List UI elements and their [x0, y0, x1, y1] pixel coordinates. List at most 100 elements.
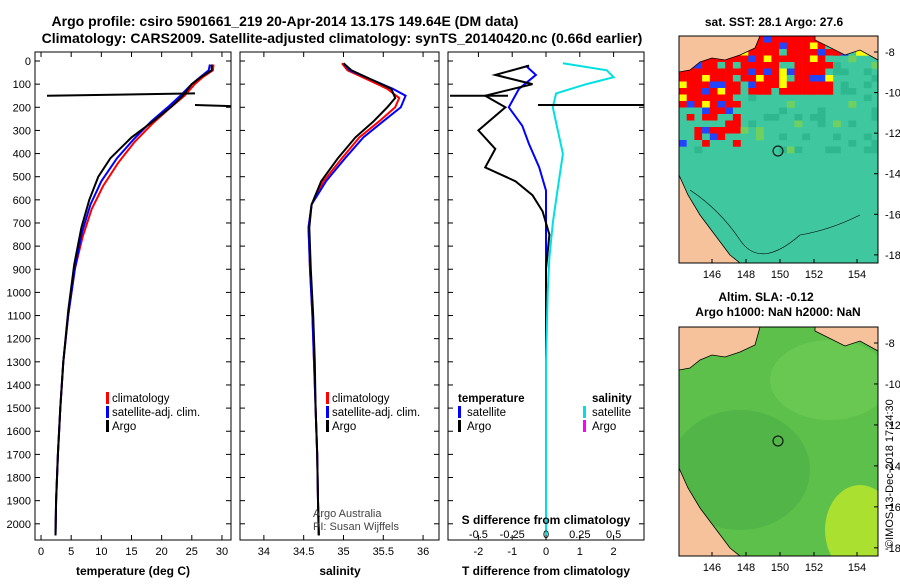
imos-stamp: ©IMOS 13-Dec-2018 17:24:30 — [884, 399, 896, 548]
sst-cell — [694, 81, 703, 89]
sst-cell — [717, 127, 726, 134]
legend-argo: Argo — [332, 421, 356, 433]
temperature-ticks: 0 5 10 15 20 25 30 — [38, 52, 228, 558]
sst-cell — [694, 107, 703, 115]
sst-cell — [694, 101, 703, 108]
sst-cell — [779, 81, 787, 89]
sst-cell — [786, 42, 795, 50]
sst-cell — [732, 68, 741, 76]
sst-cell — [756, 42, 764, 50]
salinity-xlabel: salinity — [319, 564, 361, 578]
sst-cell — [694, 146, 703, 154]
sst-cell — [786, 49, 795, 56]
sst-map-frame — [678, 35, 879, 264]
sst-cell — [786, 75, 795, 82]
sst-cell — [848, 55, 857, 63]
sst-cell — [763, 62, 772, 69]
sst-cell — [709, 120, 718, 128]
sst-cell — [709, 75, 718, 82]
x2-tick-label: -0.5 — [469, 529, 488, 541]
x-tick-label: 10 — [95, 546, 107, 558]
sst-cell — [709, 88, 718, 95]
sst-cell — [779, 107, 787, 115]
credit-line-1: Argo Australia — [313, 508, 382, 520]
sst-cell — [679, 94, 687, 102]
sst-cell — [871, 140, 878, 147]
sla-blob-3 — [825, 485, 878, 556]
sst-cell — [694, 94, 703, 102]
depth-tick-label: 1900 — [7, 496, 31, 508]
legend-salinity-title: salinity — [592, 393, 632, 405]
sst-cell — [717, 81, 726, 89]
sst-cell — [717, 88, 726, 95]
sst-isobath — [689, 189, 861, 255]
sst-cell — [686, 68, 695, 76]
sst-cell — [732, 75, 741, 82]
map-x-tick-label: 154 — [848, 269, 866, 281]
sst-cell — [763, 81, 772, 89]
legend-climatology-swatch — [326, 392, 329, 404]
sst-cell — [717, 101, 726, 108]
sst-cell — [725, 101, 734, 108]
sst-cell — [748, 88, 757, 95]
x-tick-label: 20 — [156, 546, 168, 558]
sst-cell — [863, 94, 872, 102]
sst-cell — [786, 55, 795, 63]
sst-cell — [694, 88, 703, 95]
sst-cell — [732, 62, 741, 69]
depth-tick-label: 200 — [13, 102, 31, 114]
sst-cell — [686, 88, 695, 95]
map-x-tick-label: 146 — [703, 562, 721, 574]
sst-land-north — [679, 36, 761, 73]
sst-cell — [833, 62, 841, 69]
sst-cell — [817, 75, 826, 82]
map-x-tick-label: 150 — [771, 269, 789, 281]
salinity-ticks: 34 34.5 35 35.5 36 — [258, 52, 429, 558]
sst-cell — [817, 55, 826, 63]
series-t-argo — [476, 64, 551, 536]
depth-tick-label: 2000 — [7, 519, 31, 531]
sst-cell — [679, 75, 687, 82]
series-argo — [308, 62, 397, 536]
argo-spike — [46, 92, 196, 97]
sst-cell — [794, 49, 803, 56]
sst-cell — [686, 101, 695, 108]
legend-argo: Argo — [112, 421, 136, 433]
sst-land-islands — [814, 36, 878, 61]
sst-cell — [748, 94, 757, 102]
sst-cell — [779, 88, 787, 95]
sst-cell — [702, 140, 710, 147]
sst-cell — [725, 120, 734, 128]
sst-cell — [809, 36, 818, 43]
title-line-1: Argo profile: csiro 5901661_219 20-Apr-2… — [52, 13, 519, 29]
sst-cell — [725, 81, 734, 89]
sst-cell — [863, 133, 872, 141]
sst-cell — [702, 81, 710, 89]
sst-cell — [863, 146, 872, 154]
sst-cell — [702, 133, 710, 141]
sst-cell — [709, 107, 718, 115]
sst-cell — [725, 75, 734, 82]
sst-cell — [786, 68, 795, 76]
sst-cell — [833, 133, 841, 141]
legend-climatology: climatology — [112, 393, 170, 405]
sst-cell — [817, 114, 826, 121]
legend-s-argo-swatch — [583, 420, 586, 432]
sst-cell — [732, 81, 741, 89]
sst-cell — [717, 140, 726, 147]
map-x-tick-label: 148 — [737, 562, 755, 574]
sla-blob-2 — [679, 410, 810, 530]
sst-cell — [771, 114, 780, 121]
sst-cell — [717, 68, 726, 76]
legend-satellite-swatch — [326, 406, 329, 418]
sst-cell — [686, 140, 695, 147]
sst-cell — [679, 101, 687, 108]
sst-cell — [794, 62, 803, 69]
x-tick-label: 1 — [577, 546, 583, 558]
sst-cell — [817, 42, 826, 50]
x-tick-label: 35 — [337, 546, 349, 558]
sst-cell — [771, 49, 780, 56]
map-x-tick-label: 150 — [771, 562, 789, 574]
sst-cell — [740, 62, 749, 69]
sla-map-title-2: Argo h1000: NaN h2000: NaN — [695, 305, 860, 319]
